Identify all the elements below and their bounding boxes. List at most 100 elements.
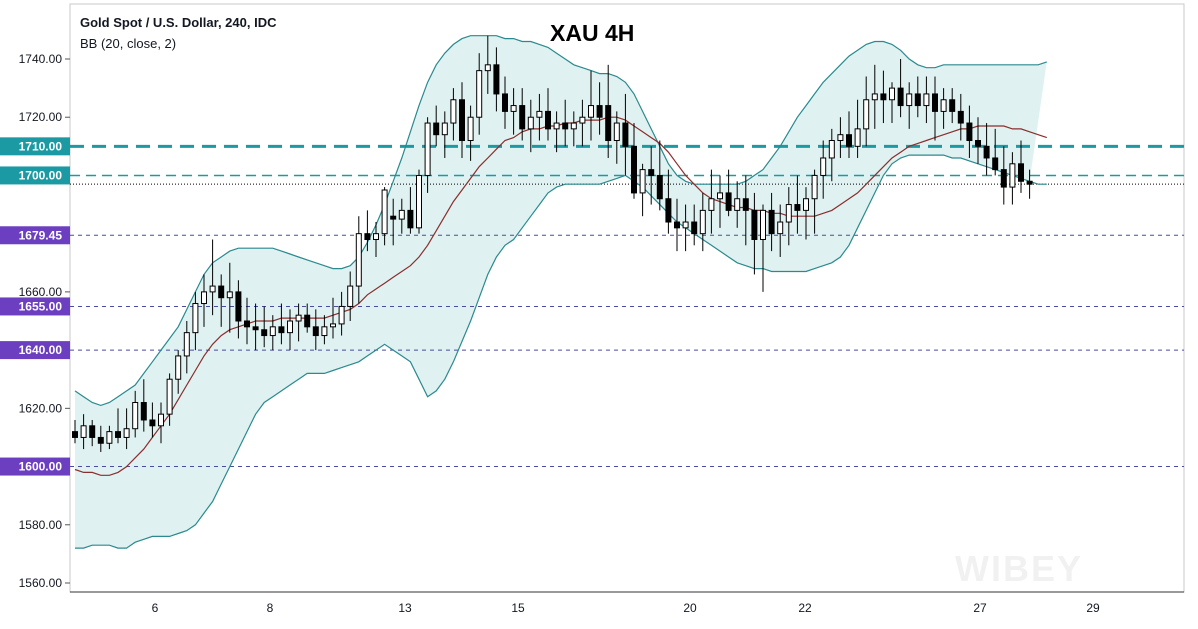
candle: [742, 175, 749, 246]
candle: [708, 169, 715, 234]
level-label-box: [0, 457, 70, 476]
candle-body: [158, 413, 164, 427]
candle-body: [811, 174, 818, 200]
candle: [803, 187, 809, 240]
candle: [846, 111, 852, 158]
candle: [983, 123, 990, 176]
candle-body: [1009, 163, 1016, 188]
candle-body: [373, 233, 379, 240]
candle-body: [906, 93, 913, 107]
candle-body: [398, 209, 405, 220]
candle-body: [665, 198, 672, 223]
candle: [536, 93, 543, 141]
candle: [140, 379, 147, 432]
candle-body: [923, 93, 930, 107]
candle: [588, 70, 594, 141]
candle: [966, 105, 973, 158]
candle: [691, 204, 698, 246]
candle: [355, 216, 362, 304]
candle: [149, 402, 156, 438]
candle: [854, 99, 861, 158]
candle: [545, 88, 551, 141]
y-tick-label: 1580.00: [19, 518, 63, 532]
candle-body: [166, 378, 173, 415]
candle: [665, 169, 672, 234]
level-label-box: [0, 226, 70, 245]
candle: [605, 64, 612, 158]
candle-body: [785, 204, 792, 223]
candle: [725, 169, 732, 217]
candle-body: [1000, 169, 1007, 188]
candle-body: [699, 209, 706, 235]
candle: [1000, 146, 1007, 205]
candle-body: [708, 198, 715, 211]
candle-body: [304, 314, 311, 328]
candle: [957, 93, 964, 141]
candle: [897, 59, 904, 118]
bollinger-basis-line: [74, 116, 1047, 476]
candle-body: [312, 326, 319, 337]
candle: [794, 175, 801, 234]
candle: [562, 99, 569, 147]
candle-body: [725, 192, 732, 211]
candle: [570, 111, 577, 147]
candle: [768, 192, 775, 252]
candle-body: [957, 110, 964, 124]
candle: [364, 210, 371, 252]
candle-body: [596, 105, 603, 118]
candle: [519, 88, 526, 141]
candle: [235, 280, 242, 339]
candle: [880, 70, 887, 124]
candle: [639, 163, 646, 217]
level-label-box: [0, 341, 70, 360]
candle: [347, 271, 354, 321]
candle-body: [209, 285, 216, 293]
candle: [914, 76, 921, 118]
candle-body: [1026, 180, 1033, 185]
candle-body: [932, 93, 938, 112]
candle-body: [880, 93, 887, 101]
candle-body: [72, 431, 78, 438]
candle-body: [407, 209, 414, 229]
candle: [527, 99, 534, 153]
candle-body: [261, 329, 268, 337]
candle: [717, 175, 723, 228]
candle: [330, 297, 336, 339]
candle-body: [287, 320, 293, 334]
candle-body: [527, 116, 534, 130]
candle: [674, 198, 680, 252]
candle-body: [347, 285, 354, 307]
candle: [244, 297, 250, 345]
candle: [123, 408, 130, 450]
candle: [132, 390, 139, 438]
candle-body: [863, 99, 870, 130]
bollinger-lower-line: [75, 154, 1047, 549]
candle: [183, 321, 190, 374]
candle-body: [252, 326, 259, 331]
candle-body: [80, 425, 87, 438]
candle: [863, 76, 870, 147]
candle-body: [132, 402, 139, 430]
candle: [201, 274, 207, 327]
candle: [158, 402, 164, 444]
candle: [596, 82, 603, 135]
candle-body: [871, 93, 878, 101]
candle: [889, 82, 895, 124]
candle: [175, 350, 182, 394]
candle-body: [450, 99, 457, 124]
y-tick-label: 1660.00: [19, 285, 63, 299]
candle-body: [235, 291, 242, 322]
candle-body: [837, 134, 844, 142]
candle-body: [338, 305, 345, 325]
candle: [467, 105, 474, 161]
candle-body: [123, 428, 130, 438]
candle-body: [605, 105, 612, 142]
candle: [166, 373, 173, 426]
x-tick-label: 27: [973, 601, 987, 615]
level-label: 1640.00: [19, 343, 63, 357]
candle: [484, 35, 491, 94]
candle-body: [97, 436, 104, 444]
candle: [760, 204, 766, 292]
